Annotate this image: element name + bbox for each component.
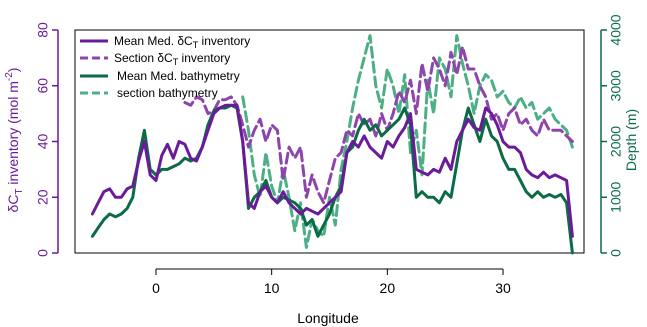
y-right-tick-label: 3000 <box>608 70 624 101</box>
y-right-axis: 0 1000 2000 3000 4000 <box>600 14 624 257</box>
y-left-tick-label: 40 <box>35 134 51 150</box>
series-line-mean-bathymetry <box>90 103 574 255</box>
legend: Mean Med. δCT inventory Section δCT inve… <box>80 34 250 100</box>
x-tick-label: 20 <box>380 280 396 296</box>
y-left-tick-label: 20 <box>35 189 51 205</box>
series-line-section-bathymetry <box>241 34 574 249</box>
x-tick-label: 0 <box>152 280 160 296</box>
y-right-tick-label: 1000 <box>608 181 624 212</box>
series-line-mean-inventory <box>90 103 574 238</box>
x-axis: 0 10 20 30 <box>152 268 511 296</box>
y-left-axis-title: δCT inventory (mol m-2) <box>4 68 25 213</box>
legend-label-mean-bathymetry: Mean Med. bathymetry <box>117 69 240 83</box>
y-right-tick-label: 2000 <box>608 126 624 157</box>
legend-label-section-inventory: Section δCT inventory <box>114 51 230 67</box>
y-left-tick-label: 0 <box>35 249 51 257</box>
plot-frame <box>74 29 585 254</box>
plot-border <box>74 29 585 254</box>
y-left-axis: 0 20 40 60 80 <box>35 22 59 257</box>
legend-label-section-bathymetry: section bathymetry <box>117 86 218 100</box>
series-line-section-inventory <box>183 45 574 205</box>
x-axis-title: Longitude <box>297 310 359 326</box>
legend-label-mean-inventory: Mean Med. δCT inventory <box>114 34 250 50</box>
y-right-tick-label: 4000 <box>608 14 624 45</box>
series-layer <box>90 34 574 255</box>
y-right-axis-title: Depth (m) <box>623 109 639 171</box>
x-tick-label: 10 <box>264 280 280 296</box>
y-right-tick-label: 0 <box>608 249 624 257</box>
y-left-tick-label: 60 <box>35 78 51 94</box>
y-left-tick-label: 80 <box>35 22 51 38</box>
x-tick-label: 30 <box>495 280 511 296</box>
